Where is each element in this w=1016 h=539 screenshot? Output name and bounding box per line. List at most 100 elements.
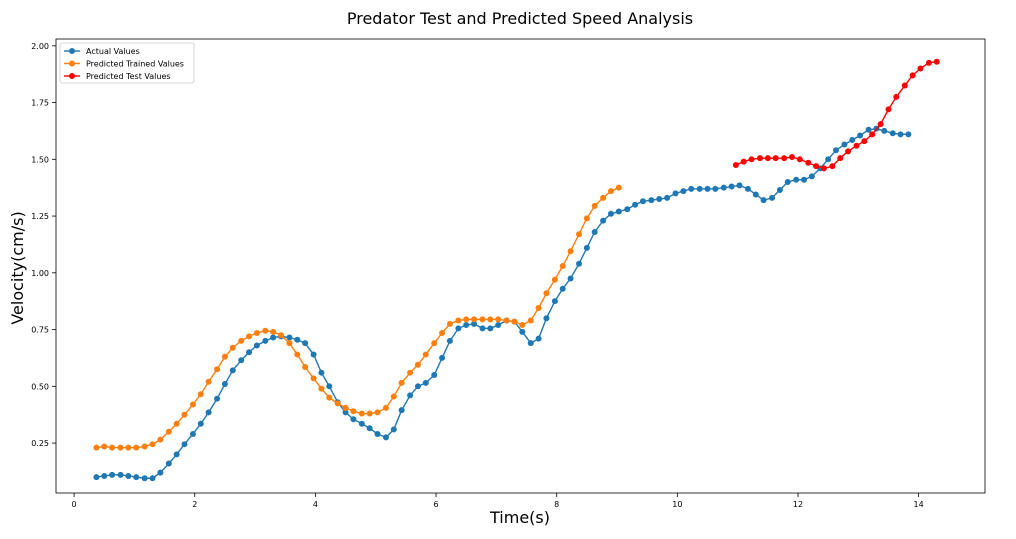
data-point [414, 383, 421, 390]
y-tick-label: 2.00 [31, 42, 49, 51]
data-point [197, 391, 204, 398]
data-point [704, 185, 711, 192]
data-point [407, 392, 414, 399]
data-point [833, 147, 839, 154]
data-point [422, 379, 429, 386]
data-point [390, 426, 397, 433]
data-point [157, 436, 164, 443]
data-point [229, 344, 236, 351]
data-point [769, 194, 776, 201]
x-tick-label: 8 [554, 500, 559, 509]
data-point [801, 176, 808, 183]
series-line [96, 187, 620, 449]
data-point [495, 316, 502, 323]
data-point [334, 400, 341, 407]
data-point [350, 408, 357, 415]
data-point [238, 337, 245, 344]
x-tick-label: 12 [793, 500, 803, 509]
data-point [527, 340, 534, 347]
data-point [318, 385, 325, 392]
data-point [229, 367, 236, 374]
legend-marker [69, 48, 75, 54]
legend-item: Predicted Test Values [64, 72, 171, 81]
data-point [567, 248, 574, 255]
data-point [559, 263, 566, 269]
data-point [728, 183, 735, 190]
y-tick-label: 0.75 [31, 326, 49, 335]
data-point [527, 317, 534, 324]
data-point [487, 325, 494, 332]
data-point [543, 315, 550, 322]
data-point [165, 460, 172, 467]
data-point [197, 420, 204, 427]
data-point [173, 420, 180, 427]
data-point [125, 444, 132, 451]
data-point [808, 173, 815, 180]
y-tick-label: 1.25 [31, 212, 49, 221]
data-point [302, 364, 309, 371]
data-point [825, 156, 832, 163]
data-point [688, 185, 695, 192]
data-point [672, 190, 679, 197]
data-point [141, 475, 148, 482]
data-point [877, 121, 884, 128]
data-point [853, 142, 860, 149]
legend-marker [69, 60, 75, 67]
data-point [519, 322, 526, 329]
data-point [246, 349, 253, 356]
data-point [760, 197, 767, 204]
x-tick-label: 6 [433, 500, 438, 509]
y-tick-label: 1.75 [31, 99, 49, 108]
data-point [455, 325, 462, 332]
data-point [278, 332, 285, 339]
data-point [576, 260, 583, 267]
data-point [446, 337, 453, 344]
data-point [205, 409, 212, 416]
data-point [861, 138, 868, 145]
data-point [109, 471, 116, 478]
data-point [829, 163, 836, 170]
data-point [342, 409, 349, 416]
data-point [350, 416, 357, 423]
data-point [366, 425, 373, 432]
x-axis: 0 2 4 6 8 10 12 14 [72, 493, 924, 509]
data-point [933, 58, 940, 65]
data-point [221, 353, 228, 360]
data-point [845, 148, 852, 155]
data-point [214, 395, 221, 402]
data-point [214, 366, 221, 373]
data-point [793, 176, 800, 183]
data-point [925, 59, 932, 66]
data-point [885, 106, 892, 113]
data-point [302, 340, 309, 347]
data-point [764, 155, 771, 162]
data-point [624, 206, 631, 213]
data-point [756, 155, 763, 162]
data-point [615, 208, 622, 215]
data-point [857, 132, 864, 139]
data-point [326, 383, 333, 390]
data-point [781, 155, 788, 162]
data-point [471, 316, 478, 323]
data-point [181, 411, 188, 418]
x-axis-label: Time(s) [489, 508, 550, 527]
data-point [398, 407, 405, 414]
data-point [487, 316, 494, 323]
data-point [431, 340, 438, 347]
data-point [591, 202, 598, 209]
data-point [909, 72, 916, 79]
data-point [205, 378, 212, 385]
series-layer [93, 58, 940, 482]
data-point [439, 329, 446, 336]
data-point [310, 351, 317, 358]
data-point [109, 444, 116, 451]
data-point [600, 194, 607, 201]
data-point [551, 276, 558, 283]
data-point [286, 334, 293, 341]
y-tick-label: 0.50 [31, 382, 49, 391]
data-point [752, 191, 759, 198]
data-point [93, 474, 100, 481]
data-point [744, 185, 751, 192]
data-point [294, 351, 301, 358]
